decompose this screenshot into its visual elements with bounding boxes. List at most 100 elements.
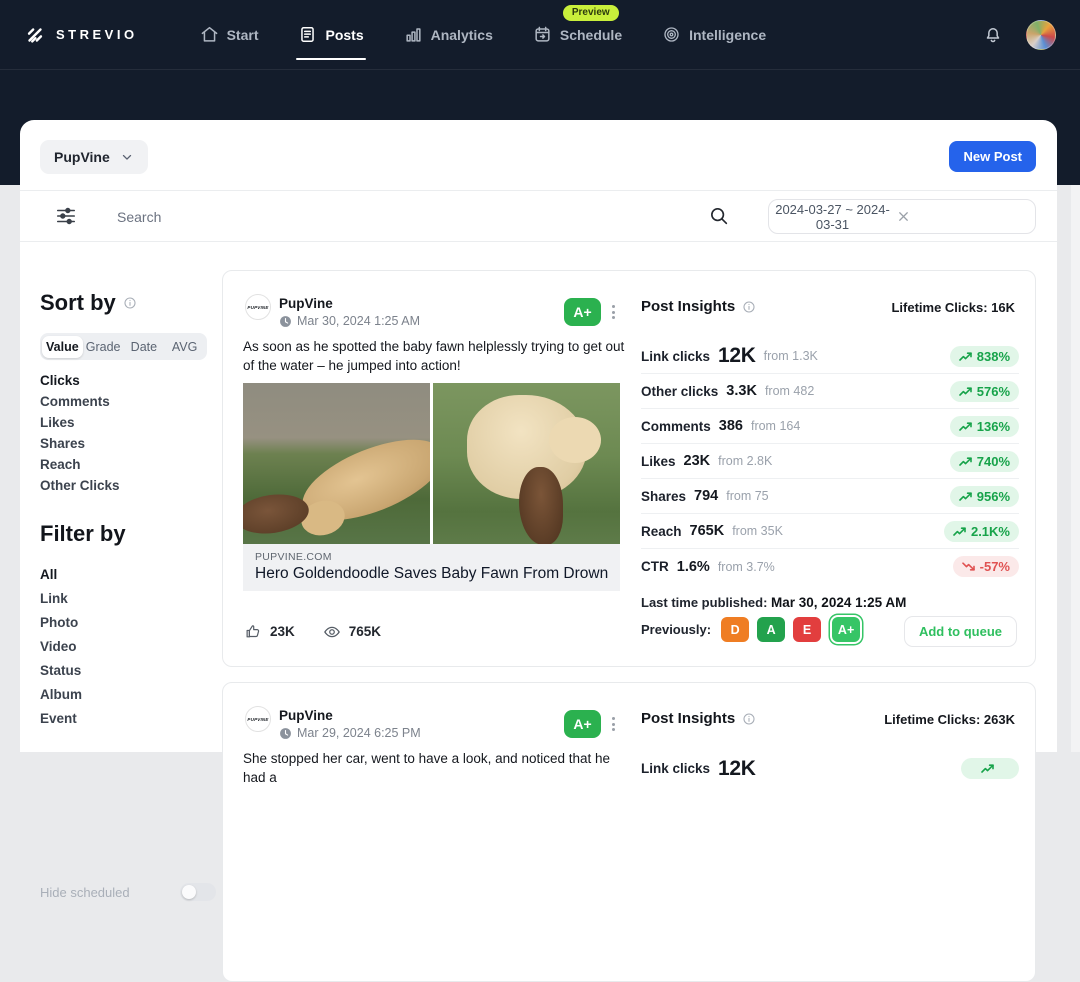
insight-row-shares: Shares 794 from 75 956%	[641, 479, 1019, 514]
post-menu-icon[interactable]	[609, 302, 618, 322]
insight-row-other-clicks: Other clicks 3.3K from 482 576%	[641, 374, 1019, 409]
post-menu-icon[interactable]	[609, 714, 618, 734]
insight-row-ctr: CTR 1.6% from 3.7% -57%	[641, 549, 1019, 584]
tab-grade[interactable]: Grade	[85, 339, 121, 354]
change-value: 838%	[976, 348, 1010, 364]
lifetime-clicks: Lifetime Clicks: 16K	[891, 300, 1015, 315]
filter-option-photo[interactable]: Photo	[40, 615, 79, 630]
change-value: 740%	[976, 453, 1010, 469]
nav-item-start[interactable]: Start	[200, 25, 259, 44]
nav-label: Start	[226, 26, 259, 43]
tab-value[interactable]: Value	[42, 335, 83, 358]
post-card: PUPVINE PupVine Mar 29, 2024 6:25 PM A+ …	[222, 682, 1036, 982]
chevron-down-icon	[120, 150, 134, 164]
schedule-icon	[533, 25, 552, 44]
lifetime-clicks: Lifetime Clicks: 263K	[884, 712, 1015, 727]
date-range-picker[interactable]: 2024-03-27 ~ 2024-03-31	[768, 199, 1036, 234]
nav-item-analytics[interactable]: Analytics	[404, 25, 493, 44]
filter-sliders-icon[interactable]	[55, 205, 77, 227]
user-avatar[interactable]	[1026, 19, 1056, 50]
info-icon[interactable]	[742, 712, 756, 726]
post-images[interactable]	[243, 383, 620, 544]
clock-icon	[279, 315, 292, 328]
last-published-value: Mar 30, 2024 1:25 AM	[771, 595, 907, 610]
metric-value: 3.3K	[726, 383, 757, 399]
filter-option-status[interactable]: Status	[40, 663, 82, 678]
change-value: 136%	[976, 418, 1010, 434]
metric-value: 794	[694, 488, 719, 504]
metric-from: from 2.8K	[718, 454, 773, 468]
search-input[interactable]	[117, 201, 687, 233]
link-domain: PUPVINE.COM	[255, 551, 332, 563]
sort-option-other-clicks[interactable]: Other Clicks	[40, 478, 120, 493]
sort-mode-tabs: Value Grade Date AVG	[40, 333, 207, 360]
trend-up-icon	[953, 526, 966, 536]
sort-option-shares[interactable]: Shares	[40, 436, 86, 451]
nav-item-schedule[interactable]: Preview Schedule	[533, 5, 623, 44]
dog-head-shape	[549, 417, 601, 463]
clear-date-icon[interactable]	[896, 209, 1023, 224]
post-image-right[interactable]	[433, 383, 620, 544]
info-icon[interactable]	[742, 300, 756, 314]
sort-options: Clicks Comments Likes Shares Reach Other…	[40, 373, 120, 494]
account-switcher[interactable]: PupVine	[40, 140, 148, 174]
metric-from: from 482	[764, 384, 815, 398]
hide-scheduled-toggle[interactable]	[180, 883, 216, 901]
metric-label: Other clicks	[641, 383, 719, 399]
nav-label: Schedule	[559, 26, 623, 43]
avatar-logo-text: PUPVINE	[247, 716, 269, 722]
insight-row-reach: Reach 765K from 35K 2.1K%	[641, 514, 1019, 549]
metric-value: 12K	[718, 344, 756, 367]
sort-option-reach[interactable]: Reach	[40, 457, 81, 472]
change-pill: 956%	[949, 485, 1019, 507]
insights-title: Post Insights	[641, 710, 736, 727]
date-range-value: 2024-03-27 ~ 2024-03-31	[775, 201, 890, 232]
add-to-queue-button[interactable]: Add to queue	[903, 616, 1017, 647]
link-preview[interactable]: PUPVINE.COM Hero Goldendoodle Saves Baby…	[243, 544, 620, 591]
metric-value: 23K	[683, 453, 711, 469]
eye-icon	[323, 623, 341, 641]
grade-chip-a: A	[757, 617, 786, 642]
grade-badge: A+	[564, 710, 601, 738]
trend-down-icon	[961, 562, 975, 571]
notifications-button[interactable]	[976, 18, 1010, 52]
thumbs-up-icon	[245, 623, 262, 640]
sort-option-clicks[interactable]: Clicks	[40, 373, 80, 388]
bell-icon	[983, 25, 1003, 45]
fawn-shape	[519, 467, 563, 544]
page-scrollbar[interactable]	[1071, 185, 1080, 752]
last-published: Last time published: Mar 30, 2024 1:25 A…	[641, 595, 906, 610]
post-author-avatar[interactable]: PUPVINE	[245, 706, 271, 732]
clock-icon	[279, 727, 292, 740]
sort-option-likes[interactable]: Likes	[40, 415, 75, 430]
avatar-logo-text: PUPVINE	[247, 304, 269, 310]
post-date-text: Mar 30, 2024 1:25 AM	[297, 314, 420, 328]
engagement-row: 23K 765K Add to queue	[245, 616, 1017, 647]
new-post-button[interactable]: New Post	[949, 141, 1036, 172]
insight-row-link-clicks: Link clicks 12K from 1.3K 838%	[641, 339, 1019, 374]
metric-value: 765K	[689, 523, 725, 539]
filter-option-event[interactable]: Event	[40, 711, 77, 726]
sort-option-comments[interactable]: Comments	[40, 394, 110, 409]
sort-by-title: Sort by	[40, 290, 116, 315]
nav-item-posts[interactable]: Posts	[296, 25, 366, 60]
filter-option-album[interactable]: Album	[40, 687, 82, 702]
metric-from: from 35K	[732, 524, 783, 538]
brand-logo[interactable]: STREVIO	[24, 24, 138, 46]
filter-option-all[interactable]: All	[40, 567, 58, 582]
filter-option-video[interactable]: Video	[40, 639, 77, 654]
grade-chip-e: E	[793, 617, 822, 642]
tab-avg[interactable]: AVG	[171, 339, 198, 354]
post-timestamp: Mar 30, 2024 1:25 AM	[279, 314, 420, 328]
search-icon[interactable]	[708, 205, 730, 227]
grade-chip-d: D	[721, 617, 750, 642]
grade-chip-a-plus: A+	[832, 617, 861, 642]
filter-option-link[interactable]: Link	[40, 591, 68, 606]
post-image-left[interactable]	[243, 383, 430, 544]
post-author-avatar[interactable]: PUPVINE	[245, 294, 271, 320]
info-icon[interactable]	[123, 296, 137, 310]
views-stat: 765K	[323, 623, 381, 641]
nav-item-intelligence[interactable]: Intelligence	[662, 25, 766, 44]
tab-date[interactable]: Date	[130, 339, 158, 354]
posts-icon	[298, 25, 317, 44]
